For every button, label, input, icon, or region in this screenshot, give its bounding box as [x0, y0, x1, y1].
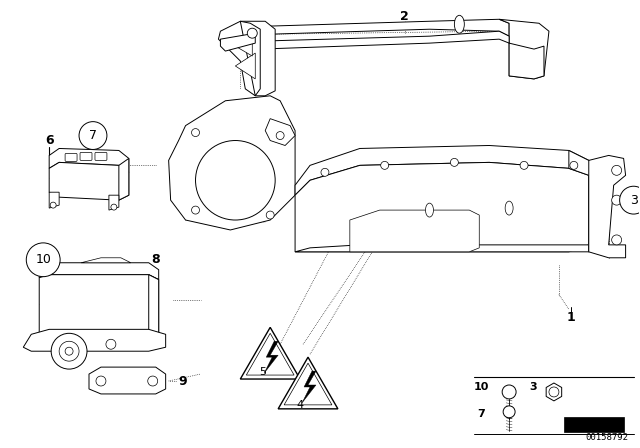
Circle shape	[106, 339, 116, 349]
Polygon shape	[255, 31, 509, 49]
Polygon shape	[49, 162, 129, 200]
FancyBboxPatch shape	[95, 152, 107, 160]
Circle shape	[451, 159, 458, 166]
Polygon shape	[246, 333, 294, 375]
Ellipse shape	[454, 15, 465, 33]
Text: 10: 10	[35, 253, 51, 266]
Circle shape	[79, 122, 107, 150]
Text: 5: 5	[259, 367, 266, 377]
Text: 3: 3	[630, 194, 637, 207]
Circle shape	[381, 161, 388, 169]
Ellipse shape	[505, 201, 513, 215]
Polygon shape	[39, 275, 159, 339]
Polygon shape	[589, 155, 626, 258]
Text: 4: 4	[296, 400, 303, 410]
Circle shape	[191, 129, 200, 137]
FancyBboxPatch shape	[80, 152, 92, 160]
Polygon shape	[148, 275, 159, 339]
Polygon shape	[220, 33, 255, 51]
Text: 10: 10	[474, 382, 489, 392]
Circle shape	[620, 186, 640, 214]
Circle shape	[50, 202, 56, 208]
Ellipse shape	[426, 203, 433, 217]
Polygon shape	[264, 341, 278, 373]
Circle shape	[51, 333, 87, 369]
Polygon shape	[218, 21, 275, 96]
Polygon shape	[49, 148, 129, 172]
Circle shape	[247, 28, 257, 38]
Circle shape	[266, 211, 274, 219]
Text: 7: 7	[477, 409, 485, 419]
Polygon shape	[236, 36, 252, 56]
Circle shape	[96, 376, 106, 386]
Polygon shape	[81, 258, 131, 263]
Text: 3: 3	[529, 382, 537, 392]
Polygon shape	[119, 159, 129, 200]
Text: 9: 9	[179, 375, 188, 388]
Polygon shape	[295, 146, 589, 195]
Circle shape	[148, 376, 157, 386]
Polygon shape	[295, 245, 589, 252]
Polygon shape	[241, 327, 300, 379]
Circle shape	[612, 195, 621, 205]
Polygon shape	[255, 19, 509, 41]
Circle shape	[111, 204, 117, 210]
FancyBboxPatch shape	[65, 154, 77, 161]
Circle shape	[191, 206, 200, 214]
Circle shape	[59, 341, 79, 361]
Polygon shape	[109, 195, 119, 210]
Circle shape	[26, 243, 60, 277]
Polygon shape	[236, 53, 255, 79]
Polygon shape	[295, 162, 589, 252]
Polygon shape	[284, 363, 332, 405]
Polygon shape	[509, 43, 544, 79]
Polygon shape	[499, 19, 549, 79]
Circle shape	[276, 132, 284, 139]
Polygon shape	[23, 329, 166, 351]
Polygon shape	[278, 357, 338, 409]
Circle shape	[549, 387, 559, 397]
Polygon shape	[49, 192, 59, 208]
Circle shape	[520, 161, 528, 169]
Polygon shape	[350, 210, 479, 252]
Polygon shape	[241, 21, 260, 96]
Text: 2: 2	[400, 10, 409, 23]
Text: 6: 6	[45, 134, 54, 147]
Polygon shape	[169, 96, 295, 230]
Circle shape	[570, 161, 578, 169]
Circle shape	[196, 141, 275, 220]
Polygon shape	[265, 119, 295, 146]
Text: 00158792: 00158792	[586, 433, 628, 442]
Circle shape	[502, 385, 516, 399]
Polygon shape	[302, 371, 316, 403]
Polygon shape	[564, 417, 623, 432]
Circle shape	[612, 235, 621, 245]
Circle shape	[321, 168, 329, 177]
Text: 8: 8	[152, 253, 160, 266]
Circle shape	[503, 406, 515, 418]
Circle shape	[65, 347, 73, 355]
Text: 7: 7	[89, 129, 97, 142]
Text: 1: 1	[566, 311, 575, 324]
Polygon shape	[39, 263, 159, 280]
Circle shape	[612, 165, 621, 175]
Polygon shape	[569, 151, 609, 252]
Polygon shape	[89, 367, 166, 394]
